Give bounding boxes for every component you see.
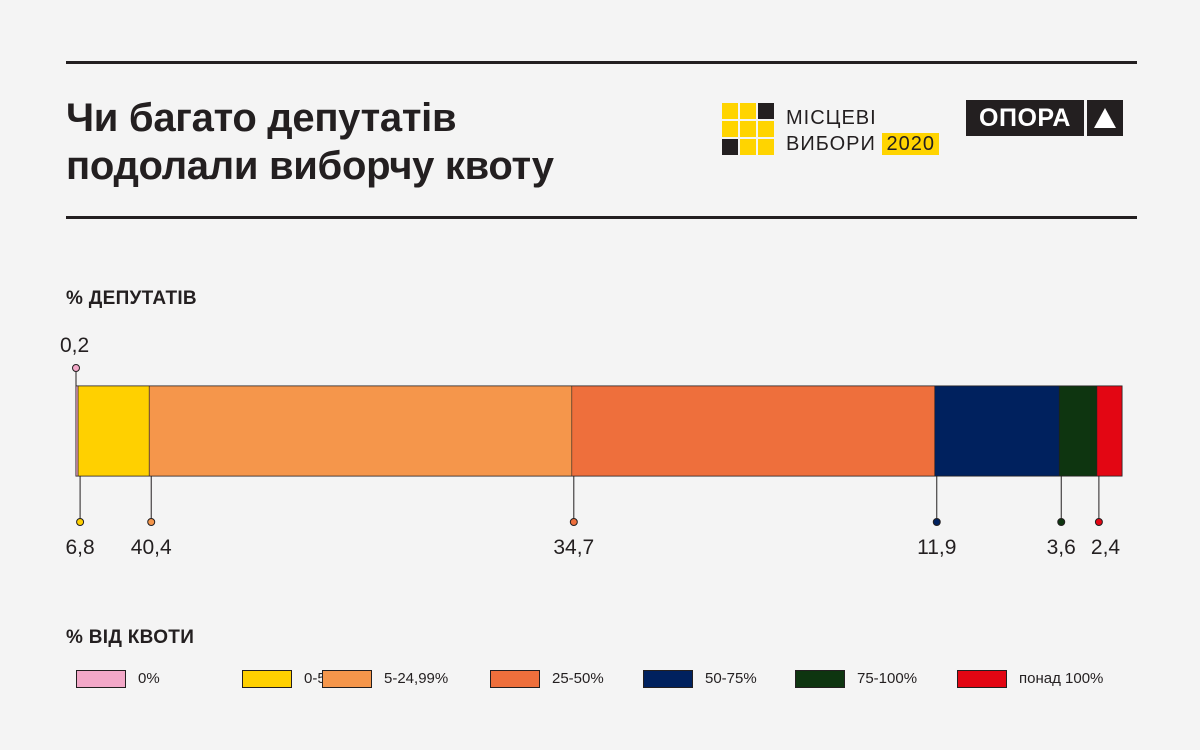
title-line-1: Чи багато депутатів xyxy=(66,96,457,140)
data-label-1: 6,8 xyxy=(65,536,94,559)
logo-square xyxy=(740,121,756,137)
bottom-rule xyxy=(66,216,1137,219)
logo-square xyxy=(758,139,774,155)
page-title: Чи багато депутатів подолали виборчу кво… xyxy=(66,94,686,190)
opora-wordmark: ОПОРА xyxy=(966,100,1084,136)
legend-swatch xyxy=(490,670,540,688)
label-dot-1 xyxy=(76,518,85,526)
label-dot-4 xyxy=(932,518,941,526)
label-dot-5 xyxy=(1057,518,1066,526)
legend-swatch xyxy=(242,670,292,688)
logo-square xyxy=(722,121,738,137)
data-label-0: 0,2 xyxy=(60,334,89,357)
label-dot-2 xyxy=(147,518,156,526)
legend-label: 25-50% xyxy=(552,670,604,687)
triangle-icon xyxy=(1087,100,1123,136)
data-label-5: 3,6 xyxy=(1047,536,1076,559)
quota-legend-title: % ВІД КВОТИ xyxy=(66,627,195,648)
stacked-bar-chart: 0,2 6,8 40,4 34,7 11,9 3,6 2,4 xyxy=(60,334,1123,559)
label-dot-3 xyxy=(569,518,578,526)
local-elections-logo: МІСЦЕВІ ВИБОРИ 2020 xyxy=(722,103,952,158)
legend-label: 5-24,99% xyxy=(384,670,449,687)
bar-segment-2 xyxy=(148,385,573,477)
legend-label: понад 100% xyxy=(1019,670,1104,687)
bar-segment-0 xyxy=(75,385,79,477)
bar-segment-1 xyxy=(77,385,150,477)
legend-swatch xyxy=(76,670,126,688)
data-label-3: 34,7 xyxy=(553,536,594,559)
bar-segment-4 xyxy=(934,385,1060,477)
label-dot-0 xyxy=(72,364,80,372)
opora-logo: ОПОРА xyxy=(966,100,1126,136)
bar-segment-6 xyxy=(1096,385,1123,477)
logo-text-line-1: МІСЦЕВІ xyxy=(786,107,877,129)
legend-swatch xyxy=(957,670,1007,688)
logo-year: 2020 xyxy=(882,133,939,155)
legend-swatch xyxy=(795,670,845,688)
title-line-2: подолали виборчу квоту xyxy=(66,144,554,188)
logo-square xyxy=(758,121,774,137)
data-label-6: 2,4 xyxy=(1091,536,1121,559)
top-rule xyxy=(66,61,1137,64)
logo-square xyxy=(722,103,738,119)
legend-label: 75-100% xyxy=(857,670,918,687)
label-dot-6 xyxy=(1094,518,1103,526)
logo-word: ВИБОРИ xyxy=(786,133,876,155)
deputies-axis-label: % ДЕПУТАТІВ xyxy=(66,288,197,309)
data-label-2: 40,4 xyxy=(131,536,172,559)
logo-square xyxy=(740,103,756,119)
legend-swatch xyxy=(322,670,372,688)
bar-segment-3 xyxy=(571,385,936,477)
logo-square xyxy=(758,103,774,119)
legend-swatch xyxy=(643,670,693,688)
legend-label: 50-75% xyxy=(705,670,757,687)
logo-square xyxy=(740,139,756,155)
logo-square xyxy=(722,139,738,155)
data-label-4: 11,9 xyxy=(917,536,956,559)
logo-text-line-2: ВИБОРИ 2020 xyxy=(786,133,939,155)
legend-label: 0% xyxy=(138,670,160,687)
bar-segment-5 xyxy=(1058,385,1098,477)
